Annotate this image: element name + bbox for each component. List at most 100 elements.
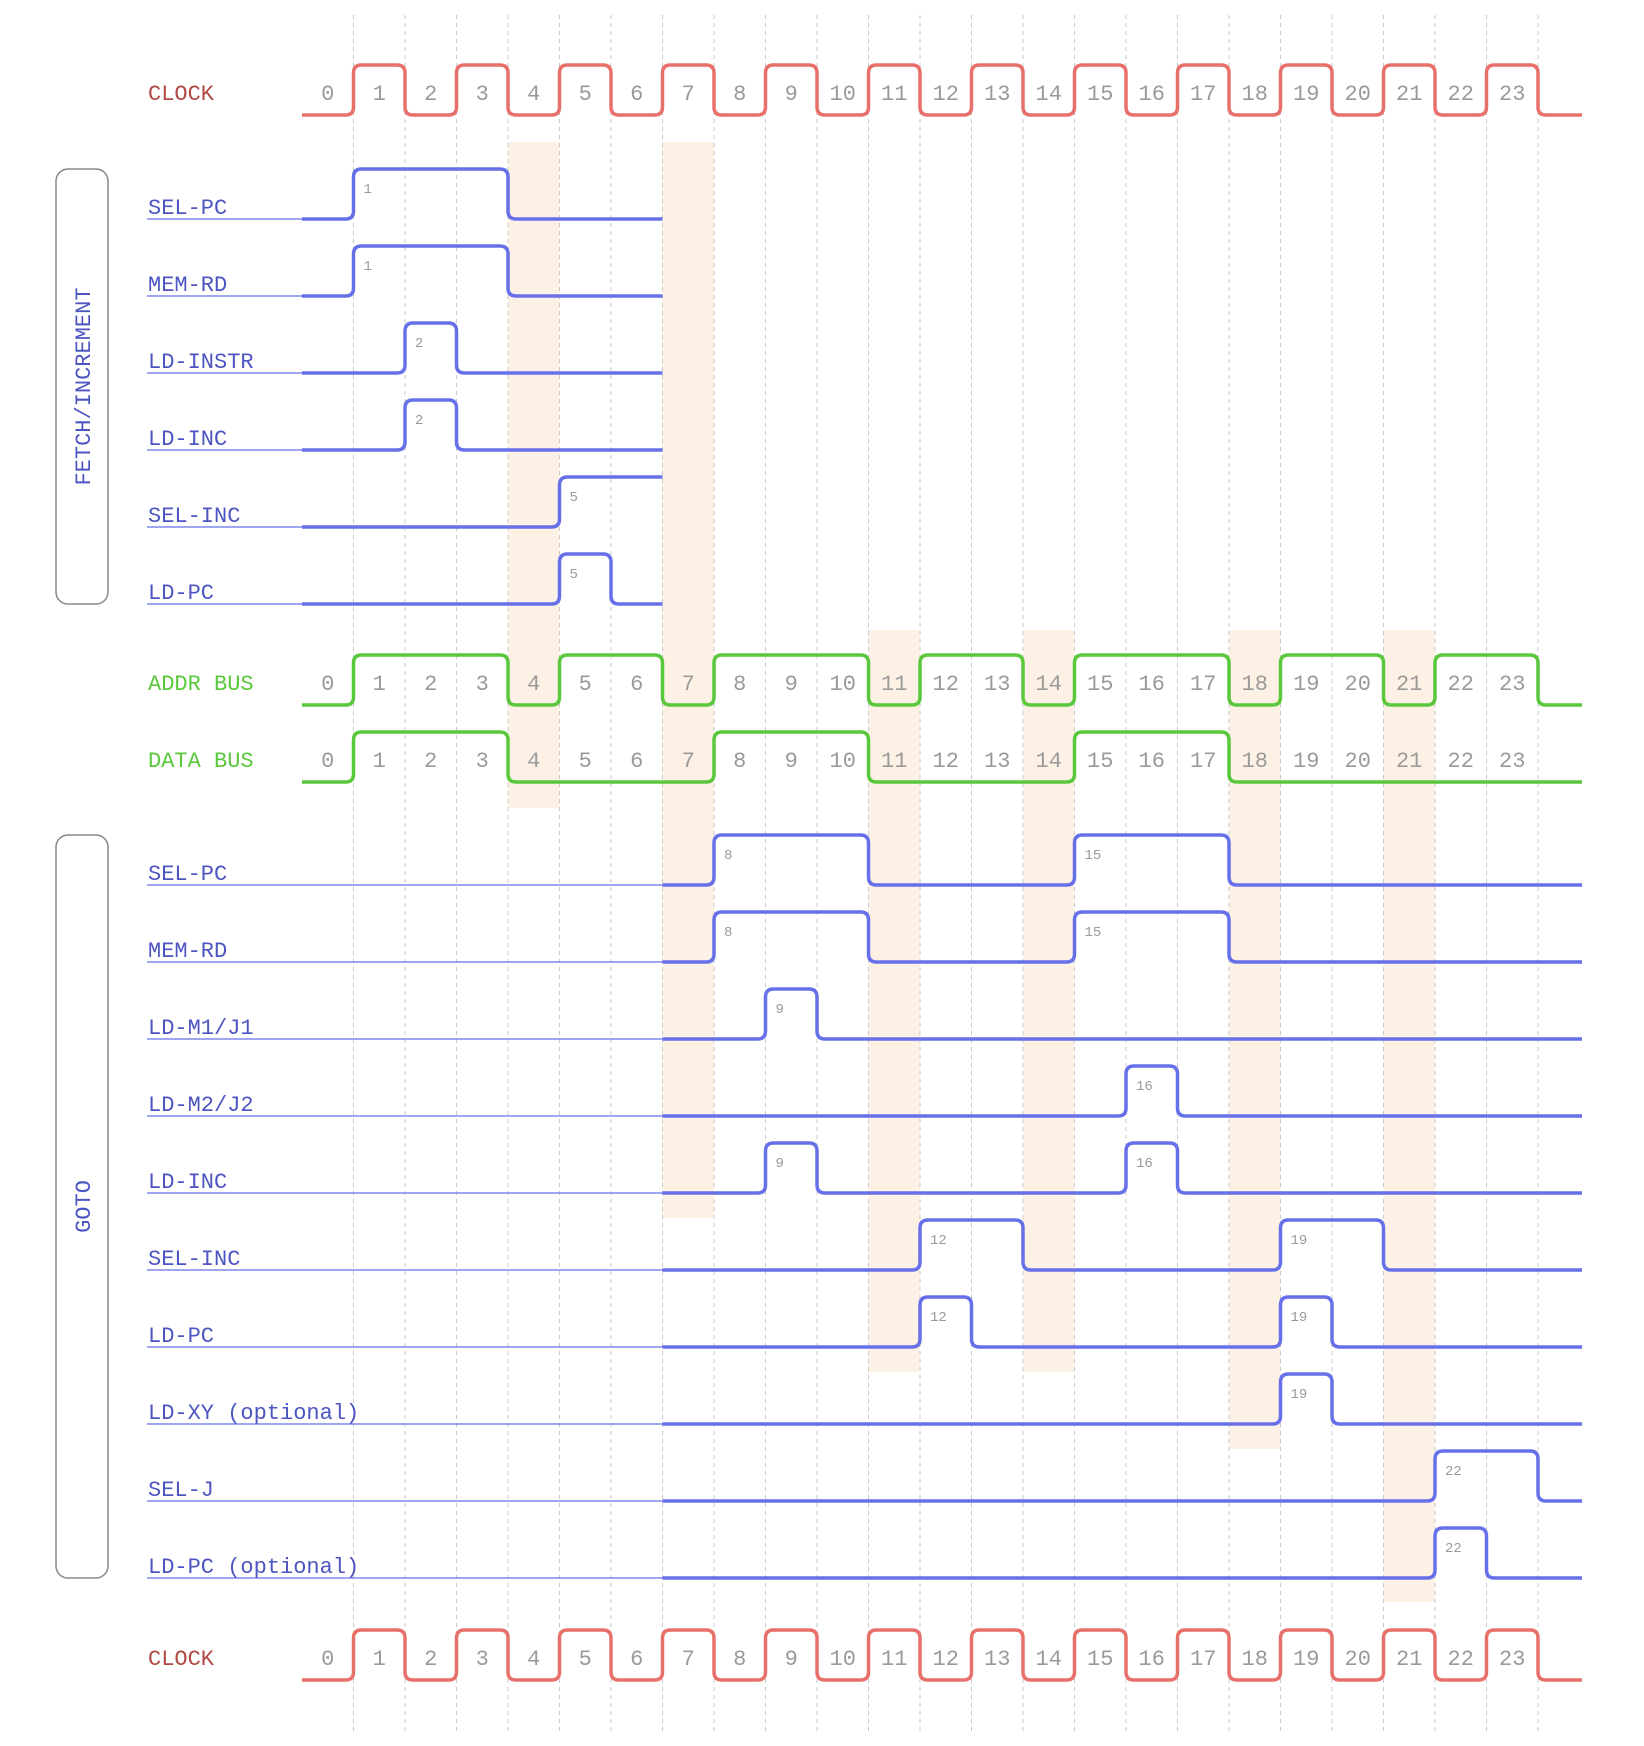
signal-trace-ld-inc bbox=[302, 398, 663, 452]
pulse-step-tag: 2 bbox=[415, 336, 423, 352]
clock-bottom-step-20: 20 bbox=[1345, 1647, 1371, 1672]
bus-1-step-2: 2 bbox=[424, 749, 437, 774]
signal-trace-ld-pc bbox=[662, 1295, 1582, 1349]
clock-top-step-20: 20 bbox=[1345, 82, 1371, 107]
clock-bottom-step-12: 12 bbox=[933, 1647, 959, 1672]
pulse-step-tag: 12 bbox=[930, 1233, 947, 1249]
bus-0-step-6: 6 bbox=[630, 672, 643, 697]
signal-label: MEM-RD bbox=[148, 939, 227, 964]
bus-0-step-13: 13 bbox=[984, 672, 1010, 697]
pulse-step-tag: 15 bbox=[1085, 848, 1102, 864]
bus-1-step-21: 21 bbox=[1396, 749, 1422, 774]
clock-top-step-11: 11 bbox=[881, 82, 907, 107]
clock-top-trace bbox=[302, 63, 1582, 117]
highlight-band-4 bbox=[508, 142, 560, 808]
pulse-step-tag: 1 bbox=[364, 259, 372, 275]
bus-0-step-10: 10 bbox=[830, 672, 856, 697]
signal-trace-sel-pc bbox=[662, 833, 1582, 887]
bus-label-0: ADDR BUS bbox=[148, 672, 254, 697]
clock-bottom-step-4: 4 bbox=[527, 1647, 540, 1672]
bus-1-step-0: 0 bbox=[321, 749, 334, 774]
bus-0-step-19: 19 bbox=[1293, 672, 1319, 697]
bus-0-step-7: 7 bbox=[682, 672, 695, 697]
pulse-step-tag: 5 bbox=[570, 490, 578, 506]
clock-bottom-step-23: 23 bbox=[1499, 1647, 1525, 1672]
signal-label: LD-M1/J1 bbox=[148, 1016, 254, 1041]
pulse-step-tag: 16 bbox=[1136, 1156, 1153, 1172]
clock-bottom-step-6: 6 bbox=[630, 1647, 643, 1672]
group-label-1: GOTO bbox=[72, 1180, 97, 1233]
bus-1-step-20: 20 bbox=[1345, 749, 1371, 774]
bus-0-step-1: 1 bbox=[373, 672, 386, 697]
bus-1-step-3: 3 bbox=[476, 749, 489, 774]
pulse-step-tag: 9 bbox=[776, 1002, 784, 1018]
bus-0-step-22: 22 bbox=[1448, 672, 1474, 697]
clock-bottom-label: CLOCK bbox=[148, 1647, 215, 1672]
bus-trace-0 bbox=[302, 653, 1582, 707]
clock-top-step-7: 7 bbox=[682, 82, 695, 107]
bus-1-step-18: 18 bbox=[1242, 749, 1268, 774]
highlight-band-11 bbox=[868, 630, 920, 1372]
bus-0-step-4: 4 bbox=[527, 672, 540, 697]
signal-label: LD-XY (optional) bbox=[148, 1401, 359, 1426]
pulse-step-tag: 22 bbox=[1445, 1464, 1462, 1480]
clock-bottom-step-13: 13 bbox=[984, 1647, 1010, 1672]
group-bracket-1 bbox=[55, 834, 109, 1579]
clock-bottom-step-16: 16 bbox=[1139, 1647, 1165, 1672]
pulse-step-tag: 12 bbox=[930, 1310, 947, 1326]
clock-bottom-step-5: 5 bbox=[579, 1647, 592, 1672]
signal-label: SEL-INC bbox=[148, 1247, 240, 1272]
clock-top-step-4: 4 bbox=[527, 82, 540, 107]
clock-top-step-10: 10 bbox=[830, 82, 856, 107]
signal-label: LD-PC bbox=[148, 581, 214, 606]
bus-0-step-0: 0 bbox=[321, 672, 334, 697]
bus-1-step-7: 7 bbox=[682, 749, 695, 774]
bus-1-step-22: 22 bbox=[1448, 749, 1474, 774]
signal-trace-sel-j bbox=[662, 1449, 1582, 1503]
clock-bottom-step-15: 15 bbox=[1087, 1647, 1113, 1672]
clock-bottom-step-14: 14 bbox=[1036, 1647, 1062, 1672]
signal-trace-ld-xy-optional- bbox=[662, 1372, 1582, 1426]
signal-trace-sel-inc bbox=[302, 475, 663, 529]
bus-1-step-17: 17 bbox=[1190, 749, 1216, 774]
clock-top-step-8: 8 bbox=[733, 82, 746, 107]
bus-1-step-23: 23 bbox=[1499, 749, 1525, 774]
bus-0-step-23: 23 bbox=[1499, 672, 1525, 697]
bus-1-step-19: 19 bbox=[1293, 749, 1319, 774]
signal-label: MEM-RD bbox=[148, 273, 227, 298]
pulse-step-tag: 9 bbox=[776, 1156, 784, 1172]
signal-traces: SEL-PC 1 MEM-RD 1 LD-INSTR 2 LD-INC 2 SEL-INC 5 LD… bbox=[147, 167, 1582, 1580]
bus-1-step-6: 6 bbox=[630, 749, 643, 774]
bus-0-step-18: 18 bbox=[1242, 672, 1268, 697]
bus-trace-1 bbox=[302, 730, 1582, 784]
signal-trace-ld-instr bbox=[302, 321, 663, 375]
signal-label: SEL-INC bbox=[148, 504, 240, 529]
clock-bottom-step-1: 1 bbox=[373, 1647, 386, 1672]
clock-top-step-0: 0 bbox=[321, 82, 334, 107]
pulse-step-tag: 22 bbox=[1445, 1541, 1462, 1557]
clock-bottom-step-9: 9 bbox=[785, 1647, 798, 1672]
signal-trace-ld-inc bbox=[662, 1141, 1582, 1195]
clock-bottom: CLOCK 0 1 2 3 4 5 6 7 8 9 10 11 12 13 14 15 16 17 18 19 20 21 2… bbox=[148, 1628, 1582, 1682]
clock-bottom-step-8: 8 bbox=[733, 1647, 746, 1672]
clock-top-step-17: 17 bbox=[1190, 82, 1216, 107]
clock-top-step-18: 18 bbox=[1242, 82, 1268, 107]
bus-1-step-13: 13 bbox=[984, 749, 1010, 774]
bus-0-step-14: 14 bbox=[1036, 672, 1062, 697]
signal-label: SEL-J bbox=[148, 1478, 214, 1503]
signal-label: LD-INSTR bbox=[148, 350, 254, 375]
bus-1-step-1: 1 bbox=[373, 749, 386, 774]
clock-bottom-step-7: 7 bbox=[682, 1647, 695, 1672]
bus-0-step-11: 11 bbox=[881, 672, 907, 697]
signal-trace-ld-m2-j2 bbox=[662, 1064, 1582, 1118]
pulse-step-tag: 16 bbox=[1136, 1079, 1153, 1095]
clock-bottom-step-22: 22 bbox=[1448, 1647, 1474, 1672]
signal-trace-sel-pc bbox=[302, 167, 663, 221]
signal-trace-sel-inc bbox=[662, 1218, 1582, 1272]
clock-top-step-13: 13 bbox=[984, 82, 1010, 107]
signal-label: LD-INC bbox=[148, 427, 227, 452]
signal-trace-mem-rd bbox=[662, 910, 1582, 964]
clock-top-step-15: 15 bbox=[1087, 82, 1113, 107]
pulse-step-tag: 19 bbox=[1291, 1387, 1308, 1403]
